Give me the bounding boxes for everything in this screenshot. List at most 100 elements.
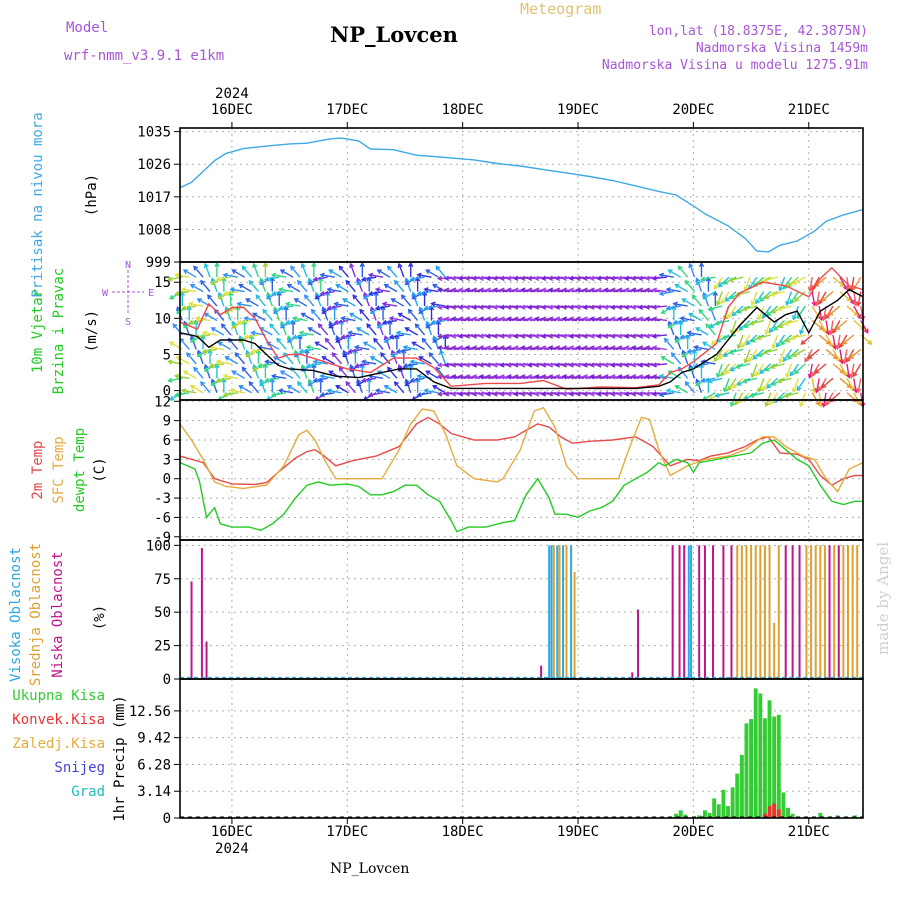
wind-arrow-head	[383, 338, 389, 343]
wind-arrow	[825, 334, 834, 348]
wind-arrow	[671, 352, 682, 365]
wind-arrow-head	[169, 341, 175, 347]
wind-arrow	[417, 290, 432, 295]
wind-arrow	[417, 274, 432, 278]
wind-arrow-head	[194, 316, 201, 322]
wind-arrow	[320, 274, 335, 278]
wind-arrow-head	[526, 333, 533, 339]
wind-arrow-head	[637, 374, 644, 380]
wind-arrow	[258, 346, 273, 351]
cloud-bar-cloud_mid	[833, 545, 836, 679]
wind-arrow	[604, 346, 619, 351]
precip-total-bar	[697, 815, 702, 818]
wind-arrow-head	[387, 265, 392, 271]
wind-arrow-head	[300, 262, 306, 269]
wind-arrow	[723, 378, 730, 392]
wind-arrow-head	[443, 391, 450, 397]
wind-arrow	[403, 346, 418, 351]
day-label-top: 20DEC	[672, 102, 714, 118]
wind-arrow	[687, 348, 702, 353]
wind-arrow-head	[311, 261, 317, 267]
wind-arrow-head	[335, 334, 341, 341]
wind-arrow-head	[245, 352, 251, 358]
y-tick-label: -9	[154, 530, 171, 546]
wind-arrow-head	[716, 300, 722, 307]
cloud-bar-cloud_high	[570, 545, 573, 679]
wind-arrow	[618, 346, 633, 351]
wind-arrow-head	[167, 359, 173, 365]
wind-arrow-head	[644, 374, 651, 380]
wind-arrow-head	[714, 320, 720, 326]
wind-arrow	[752, 348, 765, 360]
wind-arrow-head	[630, 316, 637, 322]
wind-arrow-head	[540, 391, 547, 397]
wind-arrow-head	[582, 287, 588, 293]
wind-arrow	[597, 375, 612, 380]
wind-arrow-head	[540, 316, 547, 322]
wind-arrow	[356, 327, 370, 336]
wind-arrow-head	[506, 345, 512, 351]
wind-arrow-head	[821, 383, 827, 389]
wind-arrow	[535, 346, 550, 351]
cloud-bar-cloud_mid	[823, 545, 826, 679]
wind-arrow	[466, 346, 481, 351]
wind-arrow	[176, 356, 190, 365]
wind-arrow	[200, 381, 211, 394]
wind-arrow	[338, 265, 349, 278]
wind-arrow	[839, 291, 852, 302]
wind-arrow-head	[735, 291, 741, 297]
wind-arrow-head	[561, 275, 567, 281]
wind-arrow-head	[238, 334, 244, 341]
wind-arrow-head	[736, 381, 742, 386]
wind-arrow-head	[220, 323, 226, 329]
y-tick-label: 15	[154, 275, 171, 291]
wind-arrow	[196, 317, 211, 322]
wind-arrow-head	[181, 388, 187, 394]
wind-arrow-head	[367, 272, 374, 278]
wind-arrow	[204, 312, 218, 322]
wind-arrow	[401, 294, 412, 307]
wind-arrow	[832, 334, 837, 349]
wind-arrow-head	[667, 269, 673, 275]
cloud-bar-cloud_mid	[565, 545, 568, 679]
wind-arrow-head	[269, 323, 275, 329]
wind-arrow-head	[167, 377, 173, 383]
wind-arrow	[387, 265, 398, 278]
wind-arrow-head	[681, 349, 687, 355]
y-tick-label: 50	[154, 605, 171, 621]
wind-arrow-head	[672, 319, 678, 326]
wind-arrow-head	[217, 341, 223, 347]
wind-arrow	[380, 352, 391, 365]
wind-arrow	[391, 298, 405, 307]
wind-arrow-head	[623, 391, 630, 397]
wind-arrow	[763, 348, 778, 354]
wind-arrow	[673, 302, 688, 307]
wind-arrow-head	[210, 277, 216, 283]
wind-arrow	[762, 305, 772, 319]
wind-arrow-head	[314, 341, 320, 347]
cloud-bar-cloud_mid	[768, 545, 771, 679]
wind-arrow	[729, 276, 744, 282]
wind-arrow	[604, 288, 619, 293]
wind-arrow-head	[658, 272, 664, 278]
wind-arrow-head	[582, 333, 588, 339]
station-elevation: Nadmorska Visina 1459m	[695, 41, 868, 56]
wind-arrow-head	[404, 277, 410, 283]
wind-arrow-head	[724, 369, 730, 375]
wind-arrow	[521, 375, 536, 380]
wind-arrow	[766, 377, 779, 389]
wind-arrow-head	[644, 362, 650, 368]
wind-arrow-head	[231, 320, 237, 326]
wind-arrow	[694, 346, 709, 351]
wind-arrow-head	[189, 283, 195, 289]
wind-arrow	[639, 375, 654, 380]
precip-total-bar	[818, 812, 823, 818]
wind-arrow-head	[471, 345, 477, 351]
wind-arrow-head	[762, 385, 767, 392]
wind-arrow-head	[224, 306, 230, 312]
wind-arrow-head	[674, 338, 680, 343]
wind-arrow	[716, 291, 723, 306]
wind-arrow	[221, 323, 232, 336]
wind-arrow	[265, 377, 280, 382]
wind-arrow	[382, 319, 398, 324]
